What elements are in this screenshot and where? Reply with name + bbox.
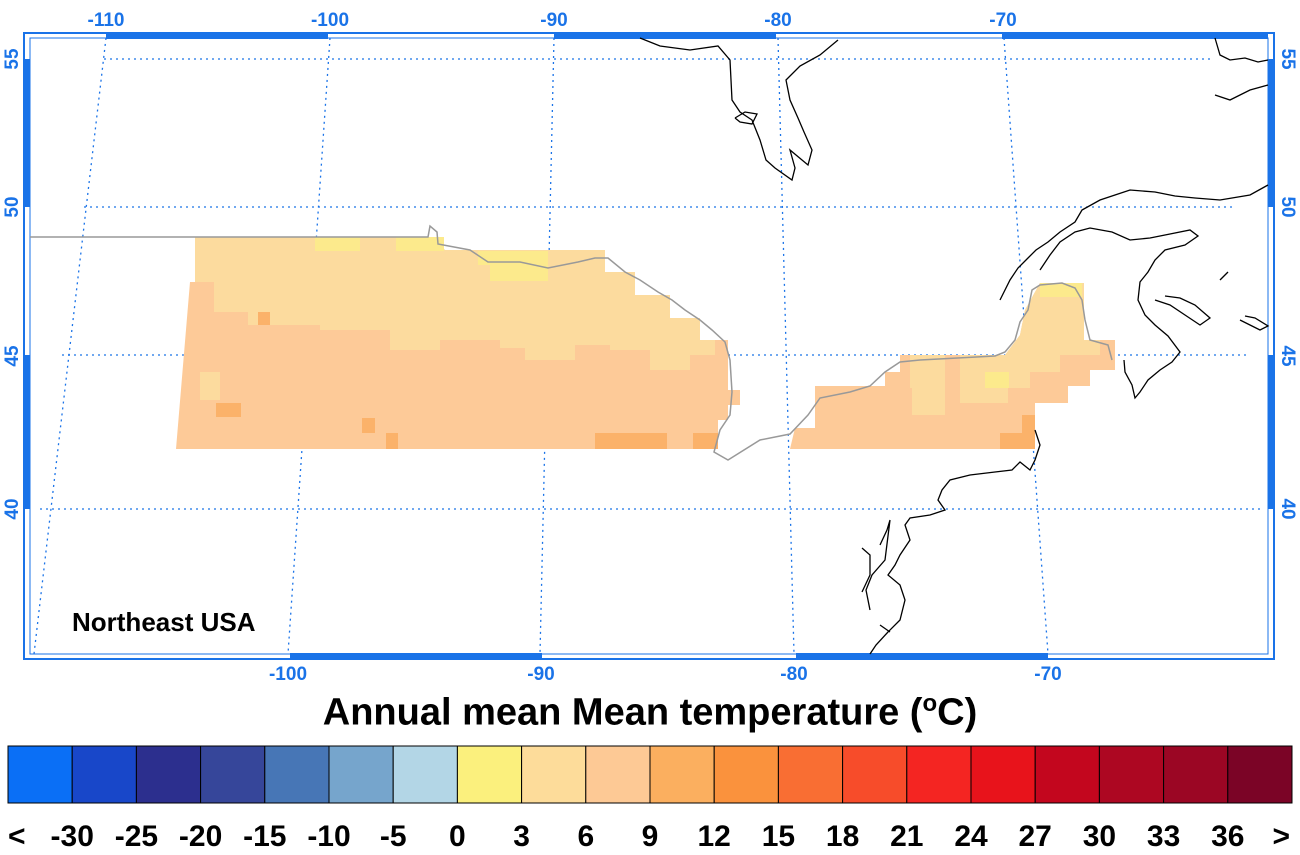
colorbar-box <box>906 745 972 804</box>
colorbar-label: 24 <box>954 820 988 853</box>
colorbar-box <box>264 745 330 804</box>
colorbar-box <box>1034 745 1100 804</box>
field-yellow <box>396 237 444 251</box>
colorbar-box <box>1227 745 1293 804</box>
colorbar-label: < <box>8 820 26 853</box>
colorbar-box <box>777 745 844 804</box>
tick-label: -90 <box>540 10 567 31</box>
colorbar-label: 18 <box>826 820 859 853</box>
field-light <box>200 372 220 400</box>
colorbar-box <box>842 745 908 804</box>
colorbar-label: -20 <box>179 820 222 853</box>
tick-label: 50 <box>2 196 23 217</box>
colorbar-box <box>970 745 1036 804</box>
field-yellow <box>315 237 360 251</box>
colorbar-box <box>1163 745 1229 804</box>
colorbar-label: 12 <box>698 820 731 853</box>
tick-label: -70 <box>1034 664 1061 685</box>
coastlines <box>639 37 1270 655</box>
frame-thick-segments <box>23 32 1275 660</box>
colorbar-label: 30 <box>1083 820 1116 853</box>
left-lat-ticks: 55 50 45 40 <box>2 48 23 520</box>
tick-label: 55 <box>1277 48 1298 70</box>
temperature-field <box>176 237 1115 449</box>
field-warm <box>595 433 667 449</box>
colorbar-label: -25 <box>115 820 158 853</box>
colorbar-label: 33 <box>1147 820 1180 853</box>
tick-label: -100 <box>311 10 349 31</box>
colorbar-label: -30 <box>51 820 94 853</box>
colorbar-label: -15 <box>243 820 286 853</box>
colorbar-box <box>649 745 715 804</box>
colorbar-box <box>328 745 394 804</box>
map-panel: -110 -100 -90 -80 -70 -100 -90 -80 -70 5… <box>2 10 1298 685</box>
tick-label: 40 <box>1277 498 1298 519</box>
colorbar: < -30 -25 -20 -15 -10 -5 0 3 6 9 12 15 18 21 24 27 30 33 36… <box>7 745 1293 853</box>
tick-label: 50 <box>1277 196 1298 217</box>
region-label: Northeast USA <box>72 607 256 637</box>
colorbar-boxes <box>7 745 1293 804</box>
field-west-north <box>195 237 715 370</box>
country-border <box>30 224 1113 461</box>
tick-label: 40 <box>2 498 23 519</box>
colorbar-labels: < -30 -25 -20 -15 -10 -5 0 3 6 9 12 15 18 21 24 27 30 33 36… <box>8 820 1290 853</box>
title-degree: o <box>922 690 938 717</box>
colorbar-box <box>521 745 587 804</box>
colorbar-label: 27 <box>1019 820 1052 853</box>
colorbar-label: 15 <box>762 820 795 853</box>
colorbar-label: > <box>1272 820 1290 853</box>
tick-label: 55 <box>2 48 23 70</box>
map-title: Annual mean Mean temperature (oC) <box>0 690 1300 735</box>
tick-label: -90 <box>527 664 554 685</box>
bottom-lon-ticks: -100 -90 -80 -70 <box>269 664 1062 685</box>
colorbar-label: 21 <box>890 820 923 853</box>
tick-label: -110 <box>88 10 125 31</box>
colorbar-label: -10 <box>307 820 350 853</box>
field-yellow <box>985 372 1009 388</box>
tick-label: -100 <box>269 664 307 685</box>
field-yellow <box>490 265 548 281</box>
tick-label: 45 <box>1277 345 1298 367</box>
colorbar-label: 9 <box>642 820 659 853</box>
field-warm <box>693 433 718 449</box>
tick-label: -70 <box>989 10 1016 31</box>
colorbar-label: 3 <box>513 820 530 853</box>
colorbar-label: -5 <box>380 820 407 853</box>
colorbar-label: 6 <box>577 820 594 853</box>
title-text: Annual mean Mean temperature ( <box>322 691 923 734</box>
title-unit: C) <box>937 691 978 734</box>
colorbar-box <box>71 745 137 804</box>
field-warm <box>1022 415 1035 433</box>
colorbar-box <box>1098 745 1165 804</box>
colorbar-box <box>585 745 651 804</box>
right-lat-ticks: 55 50 45 40 <box>1277 48 1298 519</box>
tick-label: 45 <box>2 345 23 367</box>
colorbar-box <box>135 745 202 804</box>
field-warm <box>258 312 270 325</box>
tick-label: -80 <box>764 10 791 31</box>
colorbar-box <box>456 745 523 804</box>
field-warm <box>362 418 375 433</box>
colorbar-box <box>7 745 73 804</box>
colorbar-box <box>392 745 458 804</box>
colorbar-box <box>713 745 779 804</box>
field-warm <box>216 403 241 417</box>
field-warm <box>1000 433 1035 449</box>
field-east-light <box>910 355 945 415</box>
colorbar-box <box>200 745 266 804</box>
field-warm <box>386 433 398 449</box>
field-yellow <box>478 251 548 265</box>
top-lon-ticks: -110 -100 -90 -80 -70 <box>88 10 1017 31</box>
tick-label: -80 <box>780 664 807 685</box>
colorbar-label: 0 <box>449 820 466 853</box>
colorbar-label: 36 <box>1211 820 1244 853</box>
